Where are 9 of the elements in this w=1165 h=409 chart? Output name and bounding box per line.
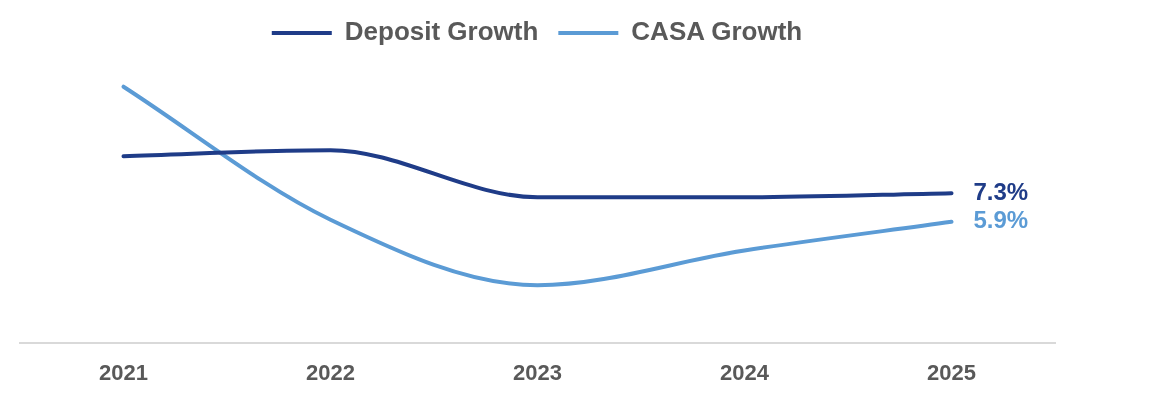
x-tick-label: 2023 [513, 359, 562, 385]
x-tick-label: 2025 [927, 359, 976, 385]
legend-label: Deposit Growth [344, 16, 539, 47]
legend-label: CASA Growth [631, 16, 803, 47]
x-tick-label: 2024 [720, 359, 770, 385]
x-tick-label: 2021 [99, 359, 148, 385]
data-label: 7.3% [973, 177, 1029, 205]
x-tick-label: 2022 [306, 359, 355, 385]
data-label: 5.9% [973, 206, 1029, 234]
